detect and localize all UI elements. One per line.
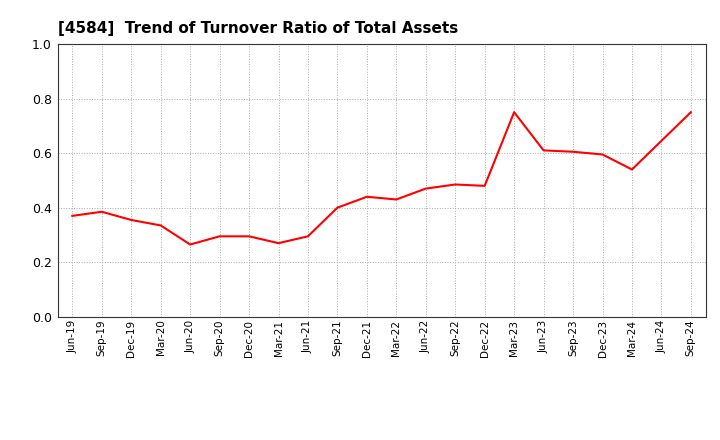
Text: [4584]  Trend of Turnover Ratio of Total Assets: [4584] Trend of Turnover Ratio of Total … [58, 21, 458, 36]
